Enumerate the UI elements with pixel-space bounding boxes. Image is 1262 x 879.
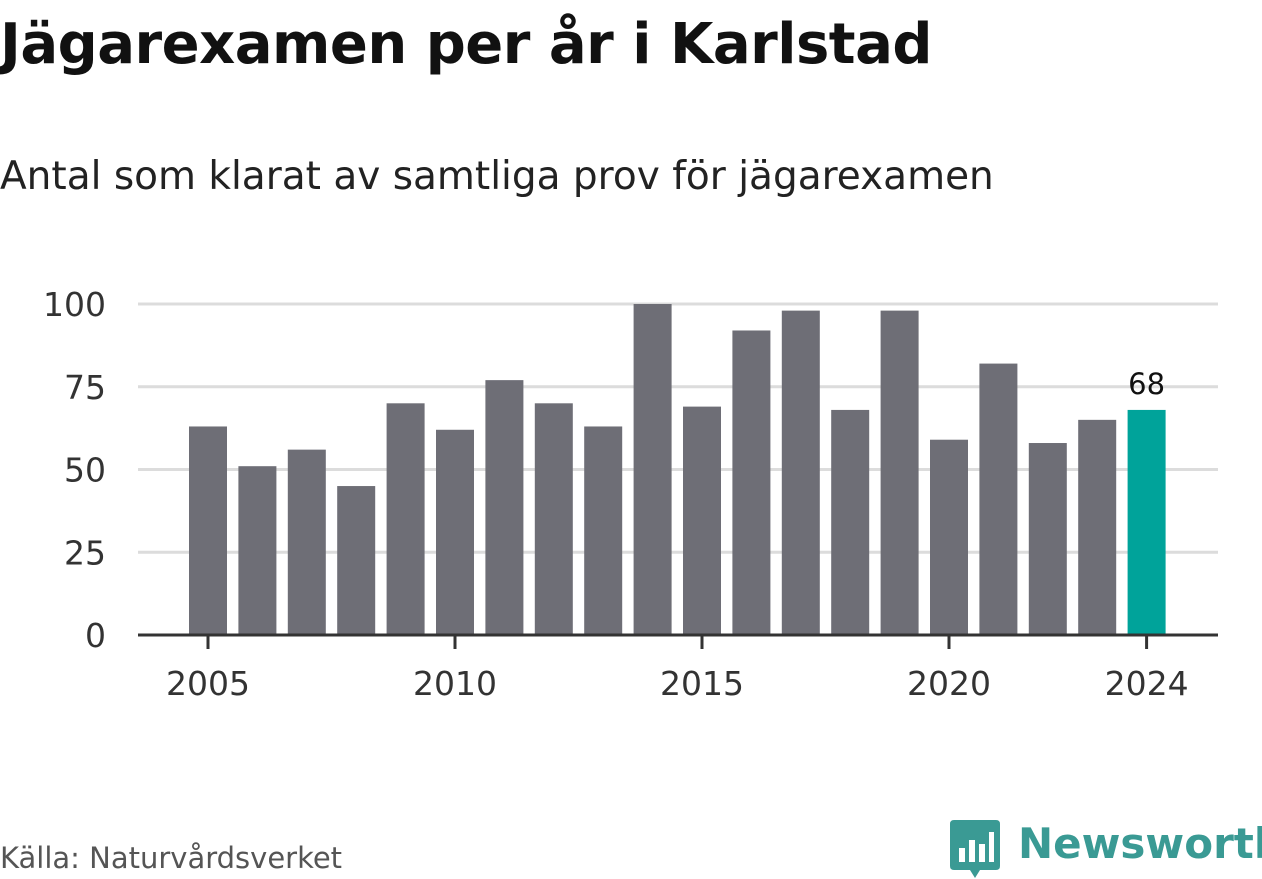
bar <box>930 439 968 635</box>
bar <box>781 310 820 635</box>
data-labels: 68 <box>1128 367 1165 401</box>
bar <box>436 429 474 635</box>
bar <box>189 426 227 635</box>
bar-chart-logo-icon <box>950 820 1000 878</box>
x-tick-label: 2015 <box>660 664 744 703</box>
y-tick-label: 25 <box>64 533 106 572</box>
x-tick-label: 2005 <box>166 664 250 703</box>
bars <box>189 304 1166 635</box>
bar <box>287 449 326 635</box>
bar <box>238 466 277 635</box>
bar <box>534 403 573 635</box>
x-axis: 2005 2010 2015 2020 2024 <box>138 633 1218 703</box>
bar <box>337 486 376 635</box>
x-tick-label: 2010 <box>413 664 497 703</box>
y-tick-label: 75 <box>64 368 106 407</box>
y-tick-label: 0 <box>85 616 106 655</box>
y-axis-ticks: 0 25 50 75 100 <box>43 285 106 655</box>
bar <box>979 363 1018 635</box>
y-tick-label: 50 <box>64 451 106 490</box>
bar <box>1078 419 1117 635</box>
source-note: Källa: Naturvårdsverket <box>0 841 343 875</box>
bar <box>683 406 721 635</box>
data-label: 68 <box>1128 367 1165 401</box>
bar <box>831 409 870 635</box>
bar <box>584 426 623 635</box>
bar <box>633 304 672 635</box>
y-tick-label: 100 <box>43 285 106 324</box>
bar <box>386 403 425 635</box>
bar <box>732 330 771 635</box>
bar <box>485 380 524 635</box>
x-tick-label: 2024 <box>1105 664 1189 703</box>
bar-chart: 0 25 50 75 100 2005 2010 2015 2020 2024 68 <box>43 285 1218 703</box>
brand-name: Newsworthy <box>1018 819 1262 868</box>
x-tick-label: 2020 <box>907 664 991 703</box>
bar <box>1127 409 1166 635</box>
brand-logo: Newsworthy <box>950 818 1262 878</box>
chart-subtitle: Antal som klarat av samtliga prov för jä… <box>0 154 994 199</box>
bar <box>1028 443 1067 635</box>
chart-title: Jägarexamen per år i Karlstad <box>0 12 932 77</box>
bar <box>880 310 919 635</box>
